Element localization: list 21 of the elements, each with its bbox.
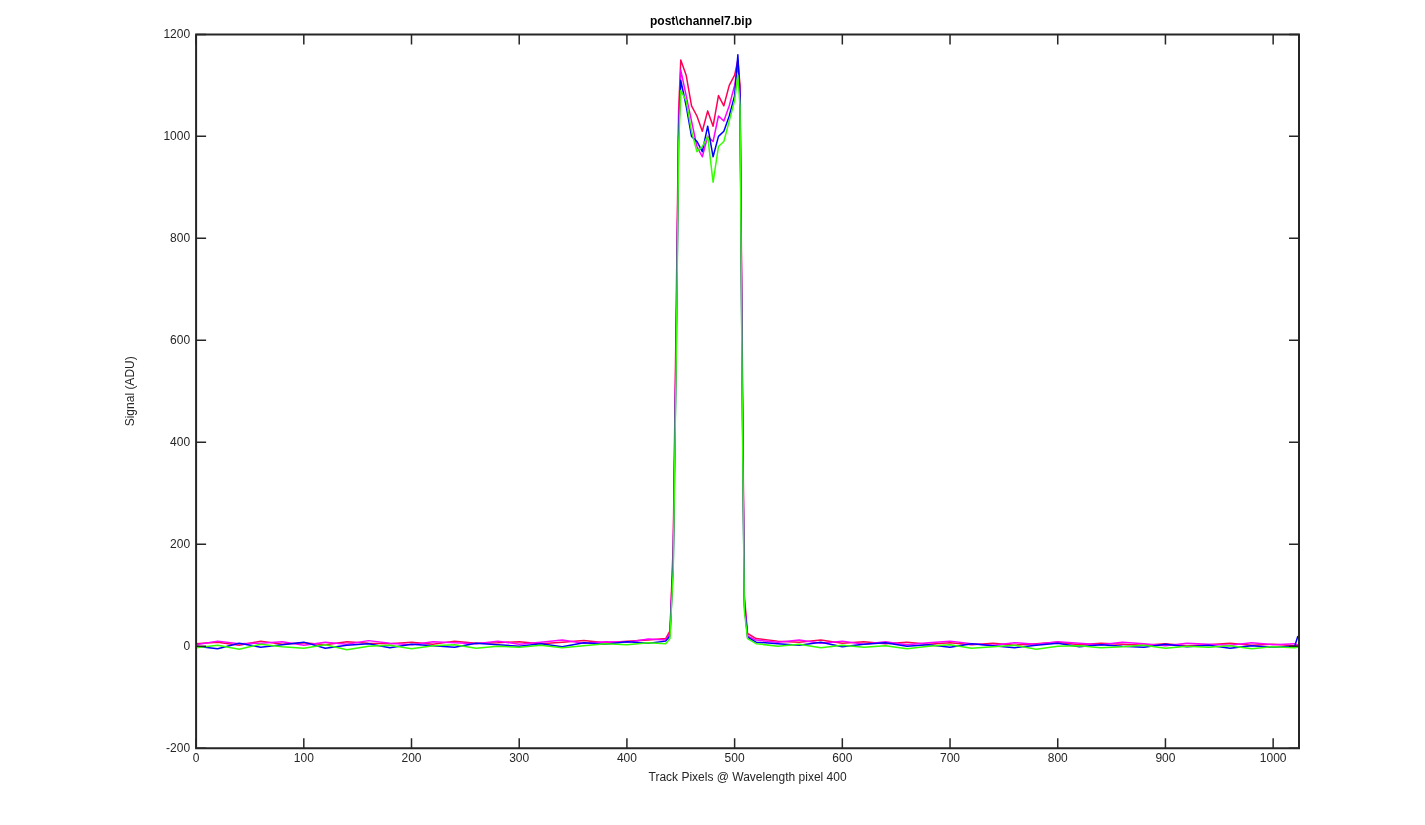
x-tick-label: 300 — [509, 750, 530, 765]
y-tick-label: 800 — [170, 230, 191, 245]
x-tick-label: 600 — [832, 750, 853, 765]
x-tick-label: 800 — [1047, 750, 1069, 765]
x-tick-label: 100 — [293, 750, 315, 765]
y-tick-label: -200 — [166, 740, 191, 755]
x-tick-label: 1000 — [1259, 750, 1287, 765]
y-tick-label: 400 — [170, 434, 191, 449]
y-tick-label: 1000 — [163, 128, 191, 143]
y-tick-label: 1200 — [163, 26, 191, 41]
x-tick-label: 900 — [1155, 750, 1176, 765]
y-tick-label: 200 — [170, 536, 191, 551]
chart-title: post\channel7.bip — [649, 13, 753, 28]
x-axis-title: Track Pixels @ Wavelength pixel 400 — [648, 770, 847, 785]
y-axis-title: Signal (ADU) — [122, 356, 137, 427]
x-tick-label: 200 — [401, 750, 422, 765]
y-tick-label: 600 — [170, 332, 191, 347]
x-tick-label: 700 — [940, 750, 961, 765]
x-tick-label: 400 — [616, 750, 638, 765]
x-tick-label: 500 — [724, 750, 745, 765]
y-tick-label: 0 — [183, 638, 191, 653]
